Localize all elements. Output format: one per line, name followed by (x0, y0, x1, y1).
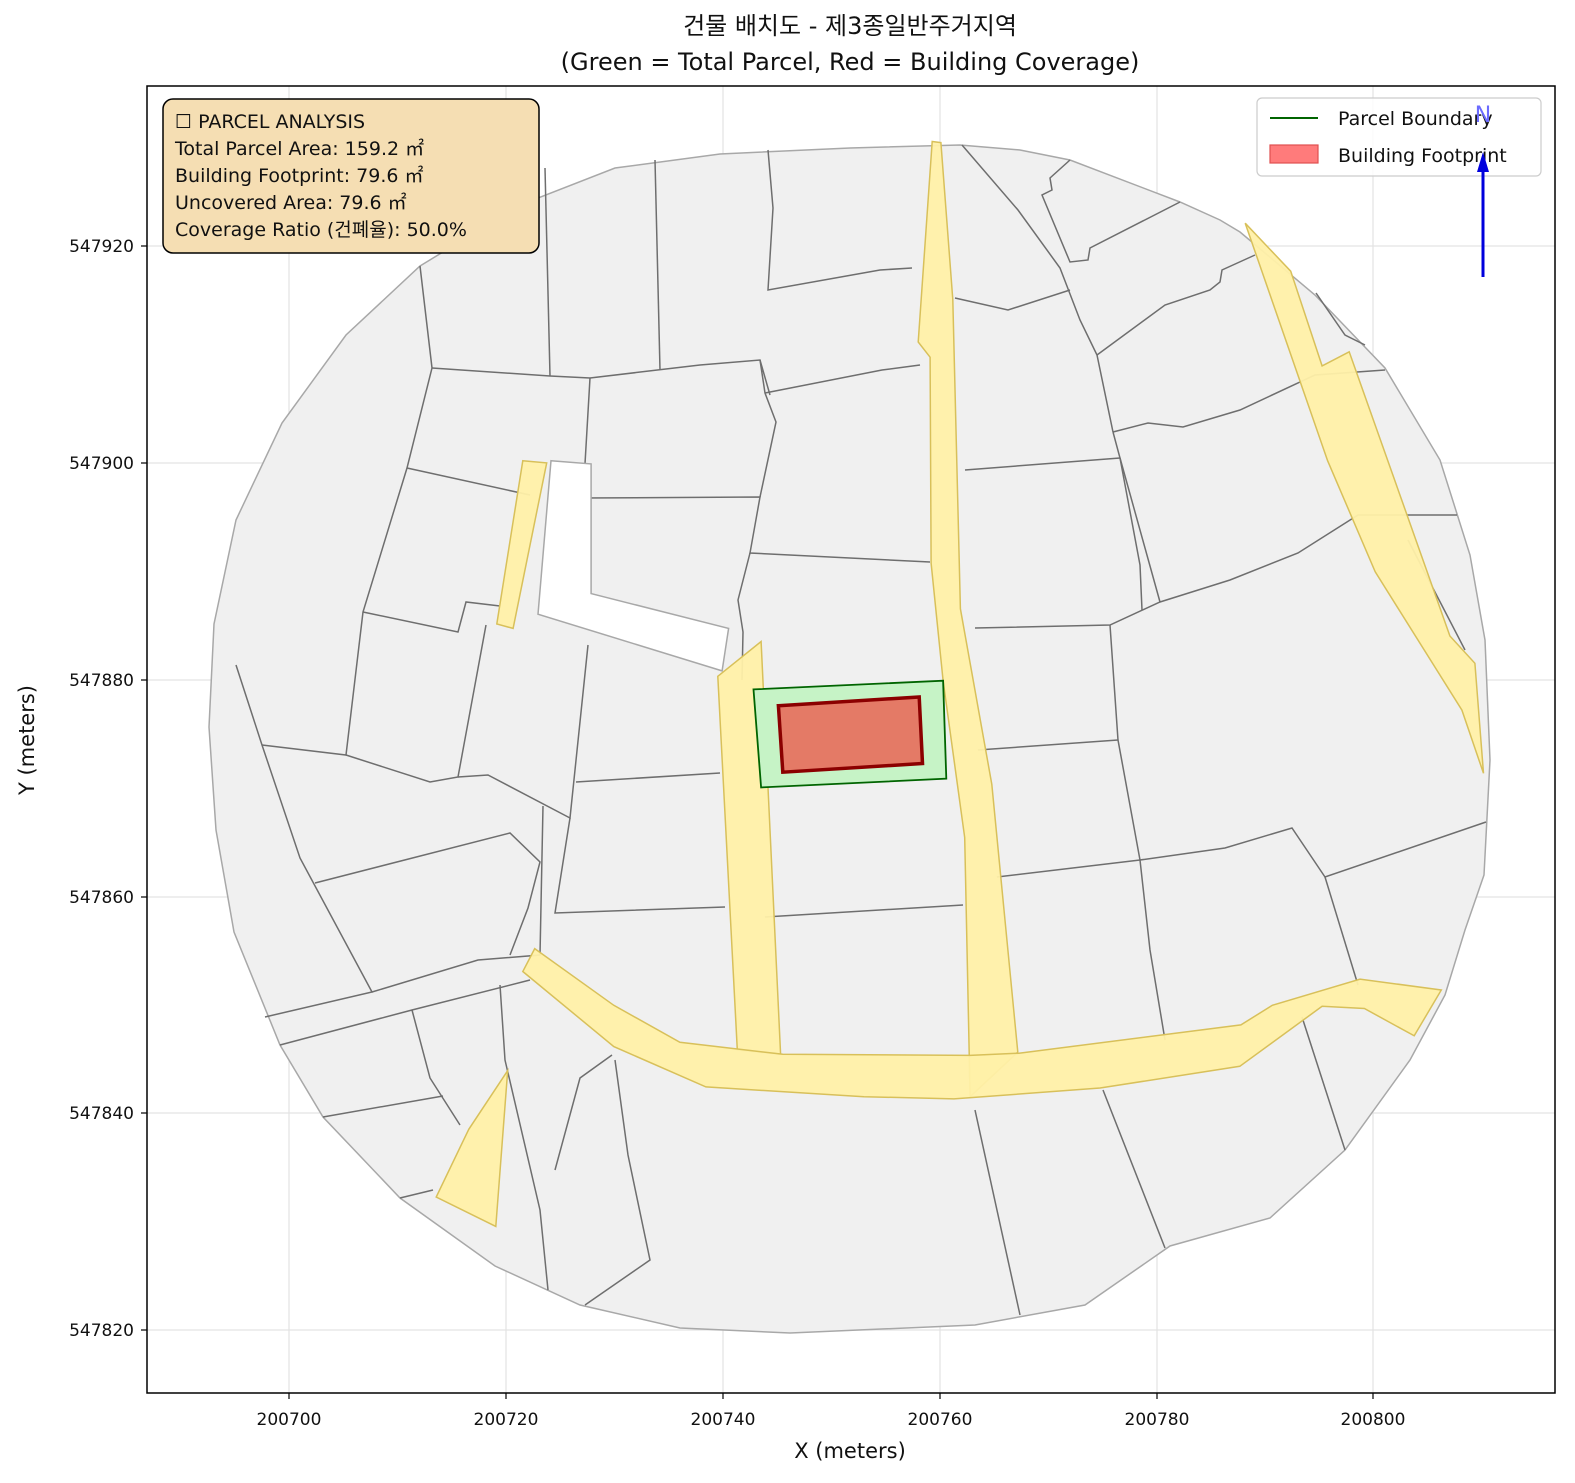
x-tick-label: 200760 (908, 1410, 973, 1430)
lot-line (314, 832, 541, 956)
y-tick-label: 547840 (69, 1104, 134, 1124)
roads-layer (435, 140, 1485, 1228)
lot-line (411, 1009, 461, 1126)
lot-line (345, 624, 487, 783)
info-box-background (162, 98, 540, 254)
lot-line (1096, 254, 1256, 356)
lot-line (584, 1059, 651, 1306)
x-axis-ticks: 200700 200720 200740 200760 200780 20080… (257, 1393, 1406, 1430)
lot-line (371, 805, 544, 993)
road-segment (917, 140, 1019, 1099)
lot-line (499, 984, 549, 1291)
y-axis-ticks: 547820 547840 547860 547880 547900 54792… (69, 237, 147, 1341)
info-total-area: Total Parcel Area: 159.2 ㎡ (174, 137, 424, 160)
y-tick-label: 547820 (69, 1321, 134, 1341)
lot-line (457, 644, 589, 820)
building-footprint[interactable] (776, 695, 925, 775)
lot-line (961, 144, 1114, 433)
road-segment (495, 459, 548, 630)
lot-line (1139, 859, 1166, 1041)
x-tick-label: 200800 (1341, 1410, 1406, 1430)
info-coverage-ratio: Coverage Ratio (건폐율): 50.0% (175, 219, 467, 241)
parcel-analysis-box: ☐ PARCEL ANALYSIS Total Parcel Area: 159… (162, 98, 540, 254)
chart-title: 건물 배치도 - 제3종일반주거지역 (683, 12, 1017, 40)
lot-line (964, 457, 1121, 471)
y-tick-label: 547920 (69, 237, 134, 257)
lot-line (544, 167, 551, 377)
lot-line (767, 149, 913, 291)
y-tick-label: 547860 (69, 888, 134, 908)
lot-line (654, 159, 661, 371)
legend-label-building-footprint: Building Footprint (1338, 145, 1507, 167)
lot-line (235, 664, 374, 1018)
x-axis-label: X (meters) (794, 1439, 906, 1463)
road-segment (1244, 222, 1485, 774)
lot-line (954, 289, 1071, 311)
info-uncovered: Uncovered Area: 79.6 ㎡ (175, 191, 407, 214)
lot-line (554, 817, 726, 914)
north-arrow-icon: N (1475, 103, 1491, 277)
lot-line (996, 821, 1487, 878)
plot-area (146, 85, 1556, 1394)
lot-line (764, 904, 964, 918)
x-tick-label: 200740 (691, 1410, 756, 1430)
lot-line (399, 1189, 434, 1199)
lot-line (1041, 159, 1181, 263)
road-segment (521, 947, 1443, 1100)
lot-line (764, 364, 921, 394)
y-tick-label: 547880 (69, 671, 134, 691)
legend: Parcel Boundary Building Footprint (1256, 97, 1542, 177)
legend-label-parcel-boundary: Parcel Boundary (1338, 108, 1493, 130)
lot-line (1301, 1016, 1346, 1151)
axes-frame (146, 85, 1556, 1394)
legend-background (1256, 97, 1542, 177)
lot-line (1315, 292, 1366, 346)
legend-swatch-building-footprint (1269, 144, 1319, 164)
x-tick-label: 200780 (1125, 1410, 1190, 1430)
lot-line (554, 1054, 613, 1171)
lot-line (575, 772, 721, 783)
lot-line (261, 265, 433, 756)
lot-line (431, 359, 771, 396)
north-label: N (1475, 103, 1491, 128)
y-tick-label: 547900 (69, 454, 134, 474)
lot-line (406, 467, 531, 496)
info-footprint: Building Footprint: 79.6 ㎡ (175, 164, 424, 187)
x-tick-label: 200700 (257, 1410, 322, 1430)
lot-boundaries (235, 144, 1487, 1316)
lot-line (977, 739, 1119, 751)
lot-line (759, 359, 777, 498)
lot-line (1102, 1089, 1166, 1249)
y-axis-label: Y (meters) (15, 685, 39, 796)
lot-line (1112, 431, 1143, 611)
lot-line (974, 1109, 1021, 1316)
info-heading: ☐ PARCEL ANALYSIS (175, 111, 365, 133)
lot-line (322, 1095, 444, 1118)
blank-area (537, 459, 730, 672)
lot-line (362, 601, 501, 633)
lot-line (1324, 876, 1359, 986)
chart-subtitle: (Green = Total Parcel, Red = Building Co… (561, 48, 1140, 76)
x-tick-label: 200720 (474, 1410, 539, 1430)
road-segment (435, 1067, 509, 1228)
lot-line (1119, 457, 1161, 603)
